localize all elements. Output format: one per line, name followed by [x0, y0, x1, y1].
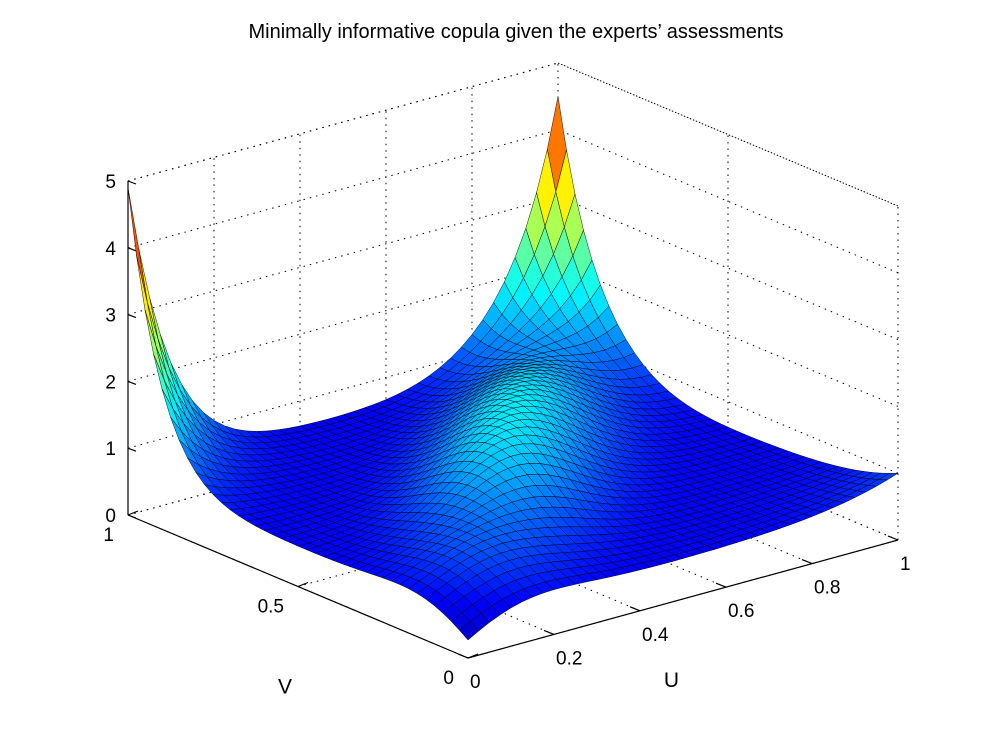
- z-tick-label: 0: [105, 506, 116, 527]
- z-tick-mark: [127, 380, 137, 385]
- grid-line: [127, 62, 559, 182]
- z-tick-mark: [127, 447, 137, 452]
- y-tick-mark: [127, 510, 139, 516]
- grid-line: [127, 129, 559, 249]
- x-tick-mark: [887, 535, 899, 541]
- y-tick-mark: [467, 653, 479, 659]
- z-tick-label: 4: [105, 239, 116, 260]
- surface-patch: [136, 255, 157, 346]
- chart-title: Minimally informative copula given the e…: [248, 21, 783, 43]
- z-tick-mark: [127, 514, 137, 519]
- x-tick-label: 1: [900, 554, 911, 575]
- x-tick-label: 0.4: [642, 625, 669, 646]
- x-tick-mark: [457, 653, 469, 659]
- x-axis-line: [467, 539, 899, 659]
- y-axis-label: V: [278, 676, 292, 699]
- surface-patch: [459, 621, 480, 641]
- grid-line: [127, 262, 559, 382]
- y-tick-label: 1: [103, 525, 114, 546]
- z-tick-mark: [127, 180, 137, 185]
- x-tick-mark: [629, 606, 641, 612]
- x-axis-label: U: [664, 669, 679, 692]
- grid-line: [127, 196, 559, 316]
- y-tick-mark: [297, 581, 309, 588]
- z-tick-label: 2: [105, 372, 116, 393]
- surface-patch: [127, 187, 148, 303]
- x-tick-label: 0.8: [814, 578, 840, 599]
- x-tick-label: 0: [470, 672, 481, 693]
- z-tick-label: 5: [105, 172, 116, 193]
- z-tick-label: 1: [105, 439, 116, 460]
- x-tick-label: 0.6: [728, 601, 754, 622]
- axes: [127, 180, 899, 659]
- x-tick-label: 0.2: [556, 648, 582, 669]
- y-tick-label: 0.5: [258, 597, 284, 618]
- x-tick-mark: [801, 559, 813, 565]
- z-tick-mark: [127, 314, 137, 319]
- z-tick-label: 3: [105, 306, 116, 327]
- z-tick-mark: [127, 247, 137, 252]
- surface: [127, 96, 899, 641]
- y-tick-label: 0: [443, 668, 454, 689]
- x-tick-mark: [715, 582, 727, 588]
- x-tick-mark: [543, 629, 555, 635]
